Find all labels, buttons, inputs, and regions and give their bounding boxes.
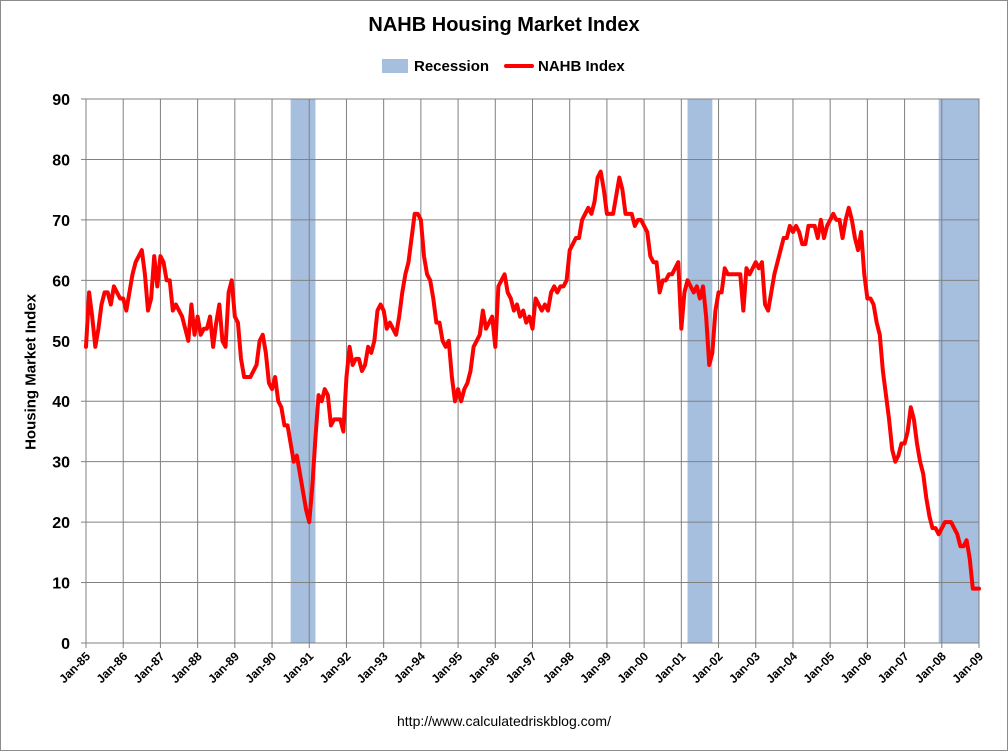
y-tick-label-70: 70	[52, 213, 70, 230]
legend-item-recession: Recession	[382, 55, 489, 77]
x-tick-label-Jan-92: Jan-92	[317, 649, 354, 686]
y-tick-label-90: 90	[52, 92, 70, 109]
y-tick-label-20: 20	[52, 515, 70, 532]
x-tick-label-Jan-08: Jan-08	[912, 649, 949, 686]
recession-bands	[290, 99, 979, 643]
y-tick-label-50: 50	[52, 334, 70, 351]
series-line-nahb-index	[84, 169, 981, 591]
x-tick-label-Jan-96: Jan-96	[466, 649, 503, 686]
x-tick-label-Jan-88: Jan-88	[168, 649, 205, 686]
x-tick-label-Jan-93: Jan-93	[354, 649, 391, 686]
legend-label-nahb-index: NAHB Index	[538, 57, 625, 75]
x-tick-label-Jan-06: Jan-06	[838, 649, 875, 686]
x-tick-label-Jan-05: Jan-05	[800, 649, 837, 686]
legend-label-recession: Recession	[414, 57, 490, 75]
x-tick-label-Jan-98: Jan-98	[540, 649, 577, 686]
x-tick-label-Jan-04: Jan-04	[763, 649, 800, 686]
y-tick-label-60: 60	[52, 273, 70, 290]
y-tick-label-30: 30	[52, 455, 70, 472]
plot-border	[85, 98, 980, 644]
x-tick-label-Jan-89: Jan-89	[205, 649, 242, 686]
x-tick-label-Jan-85: Jan-85	[56, 649, 93, 686]
y-tick-label-0: 0	[61, 636, 70, 653]
legend-item-nahb-index: NAHB Index	[504, 55, 625, 77]
x-tick-label-Jan-86: Jan-86	[94, 649, 131, 686]
x-tick-label-Jan-03: Jan-03	[726, 649, 763, 686]
chart-title: NAHB Housing Market Index	[368, 14, 640, 36]
legend-swatch-nahb-index	[504, 64, 534, 68]
recession-band-1	[290, 99, 316, 643]
x-tick-label-Jan-97: Jan-97	[503, 649, 540, 686]
x-tick-label-Jan-00: Jan-00	[614, 649, 651, 686]
legend-swatch-recession	[382, 59, 408, 73]
x-tick-label-Jan-07: Jan-07	[875, 649, 912, 686]
recession-band-2	[687, 99, 713, 643]
gridlines	[81, 98, 980, 648]
y-tick-label-80: 80	[52, 152, 70, 169]
y-tick-label-40: 40	[52, 394, 70, 411]
y-tick-label-10: 10	[52, 576, 70, 593]
x-tick-label-Jan-95: Jan-95	[428, 649, 465, 686]
x-tick-label-Jan-09: Jan-09	[949, 649, 986, 686]
y-tick-labels: 0 10 20 30 40 50 60 70 80 90	[52, 92, 70, 653]
x-tick-labels: Jan-85 Jan-86 Jan-87 Jan-88 Jan-89 Jan-90 Jan-…	[56, 649, 986, 686]
x-tick-label-Jan-87: Jan-87	[131, 649, 168, 686]
x-tick-label-Jan-91: Jan-91	[280, 649, 317, 686]
recession-band-3	[938, 99, 979, 643]
x-tick-label-Jan-01: Jan-01	[652, 649, 689, 686]
source-url: http://www.calculatedriskblog.com/	[397, 713, 611, 729]
x-tick-label-Jan-02: Jan-02	[689, 649, 726, 686]
x-tick-label-Jan-90: Jan-90	[242, 649, 279, 686]
x-tick-label-Jan-99: Jan-99	[577, 649, 614, 686]
x-tick-label-Jan-94: Jan-94	[391, 649, 428, 686]
